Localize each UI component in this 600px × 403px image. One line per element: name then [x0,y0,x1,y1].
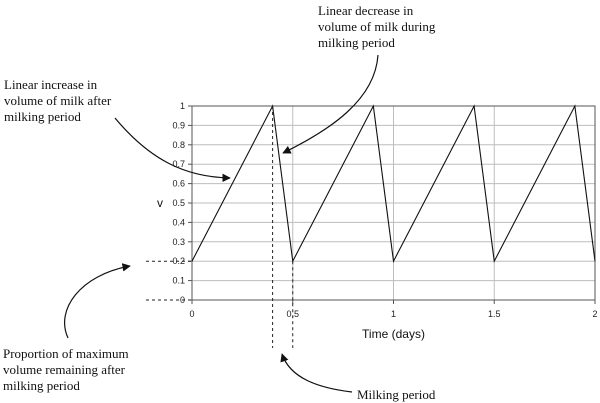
x-tick-label-4: 2 [592,309,597,319]
arrow-increase [114,117,231,183]
y-tick-label-9: 0.9 [172,120,185,130]
x-tick-label-1: 0.5 [286,309,299,319]
y-tick-label-7: 0.7 [172,159,185,169]
y-tick-label-8: 0.8 [172,140,185,150]
y-axis-label: v [157,196,163,210]
arrow-milking-period [280,353,353,393]
y-tick-label-10: 1 [180,101,185,111]
annotation-milking-period: Milking period [357,387,436,402]
x-tick-label-3: 1.5 [488,309,501,319]
x-axis-label: Time (days) [362,327,425,341]
x-tick-label-2: 1 [391,309,396,319]
y-tick-label-3: 0.3 [172,237,185,247]
annotation-remaining: Proportion of maximum volume remaining a… [3,346,129,393]
y-tick-label-1: 0.1 [172,276,185,286]
data-series-0 [191,104,596,264]
annotation-decrease: Linear decrease in volume of milk during… [318,3,436,50]
x-tick-label-0: 0 [189,309,194,319]
y-tick-label-4: 0.4 [172,217,185,227]
y-tick-label-6: 0.6 [172,179,185,189]
annotation-increase: Linear increase in volume of milk after … [4,77,112,124]
arrow-decrease [282,54,379,154]
y-tick-label-5: 0.5 [172,198,185,208]
arrow-remaining [64,263,131,339]
plot-frame [191,105,596,301]
